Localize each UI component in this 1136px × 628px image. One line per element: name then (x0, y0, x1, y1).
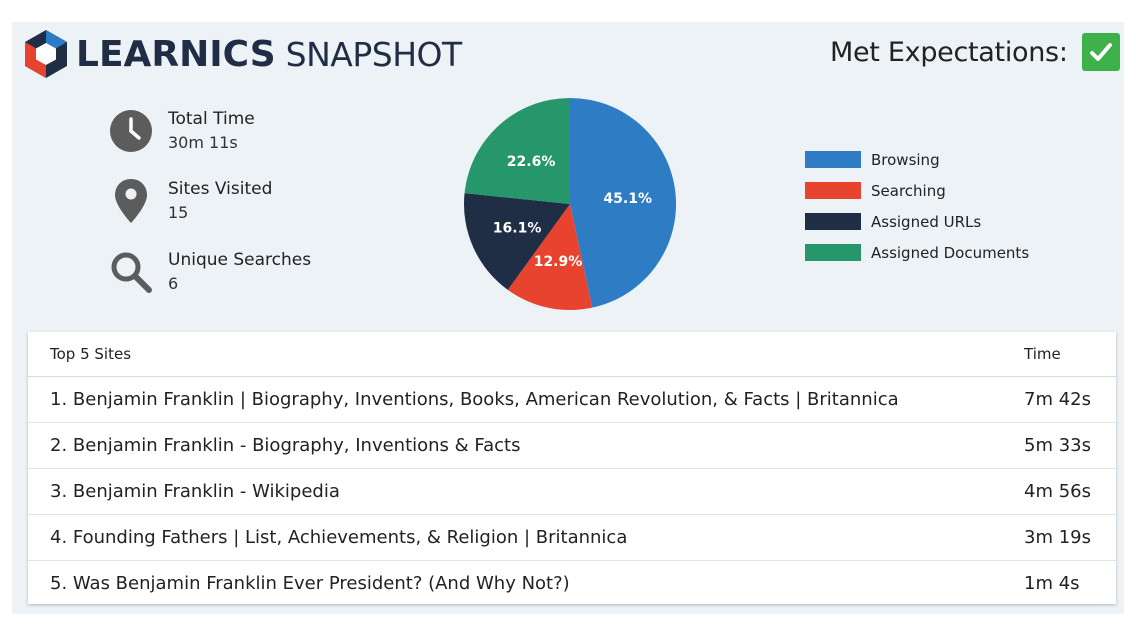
site-title[interactable]: 4. Founding Fathers | List, Achievements… (50, 527, 628, 548)
search-icon (108, 249, 154, 295)
site-title[interactable]: 5. Was Benjamin Franklin Ever President?… (50, 573, 570, 594)
stat-value: 30m 11s (168, 133, 238, 152)
legend-label: Searching (871, 181, 946, 200)
pie-label: 12.9% (534, 254, 583, 270)
pie-label: 16.1% (493, 221, 542, 237)
stat-value: 15 (168, 203, 189, 222)
pie-slice-browsing (570, 98, 677, 308)
activity-pie-chart: 45.1% 12.9% 16.1% 22.6% (463, 98, 677, 311)
stat-label: Unique Searches (168, 250, 312, 270)
header-top-sites: Top 5 Sites (50, 345, 132, 363)
pie-label: 45.1% (603, 191, 652, 207)
legend-item-assigned-documents: Assigned Documents (805, 237, 1029, 268)
map-pin-icon (108, 178, 154, 224)
table-row[interactable]: 3. Benjamin Franklin - Wikipedia 4m 56s (28, 469, 1116, 515)
header-time: Time (1024, 345, 1061, 363)
legend-label: Browsing (871, 150, 940, 169)
pie-label: 22.6% (507, 154, 556, 170)
site-time: 4m 56s (1024, 481, 1091, 502)
top-sites-table: Top 5 Sites Time 1. Benjamin Franklin | … (28, 332, 1116, 604)
legend-swatch (805, 151, 861, 168)
met-expectations-label: Met Expectations: (830, 36, 1068, 68)
site-title[interactable]: 3. Benjamin Franklin - Wikipedia (50, 481, 340, 502)
checkmark-icon (1081, 33, 1120, 71)
pie-slice-assigned-documents (464, 98, 570, 204)
site-time: 1m 4s (1024, 573, 1080, 594)
legend-label: Assigned URLs (871, 212, 982, 231)
stat-unique-searches: Unique Searches 6 (108, 249, 311, 297)
legend-label: Assigned Documents (871, 243, 1030, 262)
brand-logo: LEARNICS SNAPSHOT (22, 28, 462, 80)
clock-icon (108, 108, 154, 154)
stat-label: Sites Visited (168, 179, 273, 199)
pie-slice-assigned-urls (463, 193, 570, 290)
stat-label: Total Time (168, 109, 255, 129)
site-time: 3m 19s (1024, 527, 1091, 548)
legend-swatch (805, 182, 861, 199)
brand-name: LEARNICS (76, 33, 276, 75)
chart-legend: Browsing Searching Assigned URLs Assigne… (805, 144, 1029, 268)
brand-subtitle: SNAPSHOT (285, 34, 463, 74)
stat-total-time: Total Time 30m 11s (108, 108, 255, 156)
met-expectations: Met Expectations: (830, 33, 1120, 71)
legend-swatch (805, 213, 861, 230)
table-header: Top 5 Sites Time (28, 332, 1116, 377)
site-title[interactable]: 1. Benjamin Franklin | Biography, Invent… (50, 389, 899, 410)
site-time: 5m 33s (1024, 435, 1091, 456)
table-row[interactable]: 5. Was Benjamin Franklin Ever President?… (28, 561, 1116, 606)
table-row[interactable]: 1. Benjamin Franklin | Biography, Invent… (28, 377, 1116, 423)
stat-value: 6 (168, 274, 179, 293)
legend-item-searching: Searching (805, 175, 1029, 206)
legend-item-assigned-urls: Assigned URLs (805, 206, 1029, 237)
stat-sites-visited: Sites Visited 15 (108, 178, 272, 226)
legend-swatch (805, 244, 861, 261)
hexagon-logo-icon (25, 30, 67, 78)
pie-slice-searching (507, 204, 593, 311)
site-title[interactable]: 2. Benjamin Franklin - Biography, Invent… (50, 435, 521, 456)
site-time: 7m 42s (1024, 389, 1091, 410)
table-row[interactable]: 2. Benjamin Franklin - Biography, Invent… (28, 423, 1116, 469)
table-row[interactable]: 4. Founding Fathers | List, Achievements… (28, 515, 1116, 561)
legend-item-browsing: Browsing (805, 144, 1029, 175)
